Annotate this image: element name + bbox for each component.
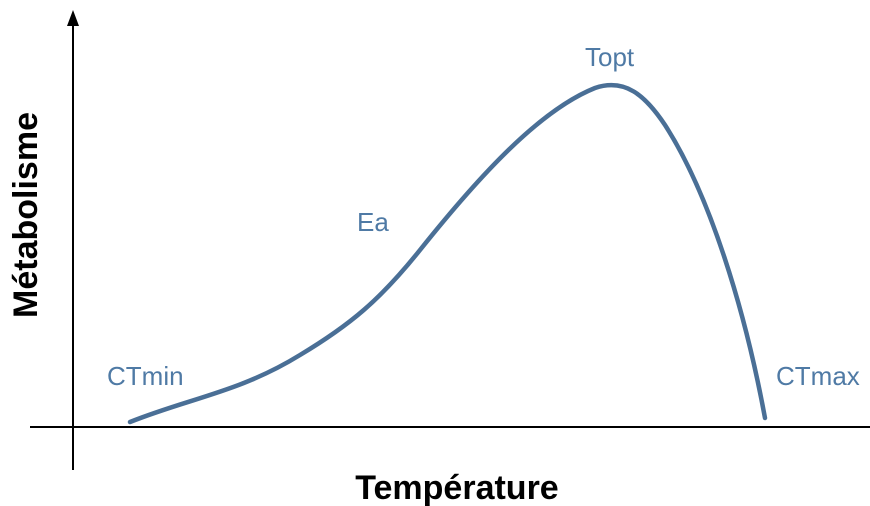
performance-curve [127, 82, 768, 425]
y-axis-arrow [67, 10, 79, 26]
annotation: Topt [585, 42, 635, 72]
annotation: Ea [357, 207, 389, 237]
annotation: CTmax [776, 361, 860, 391]
y-axis-title: Métabolisme [7, 112, 45, 318]
annotation: CTmin [107, 361, 184, 391]
x-axis-title: Température [355, 469, 558, 506]
